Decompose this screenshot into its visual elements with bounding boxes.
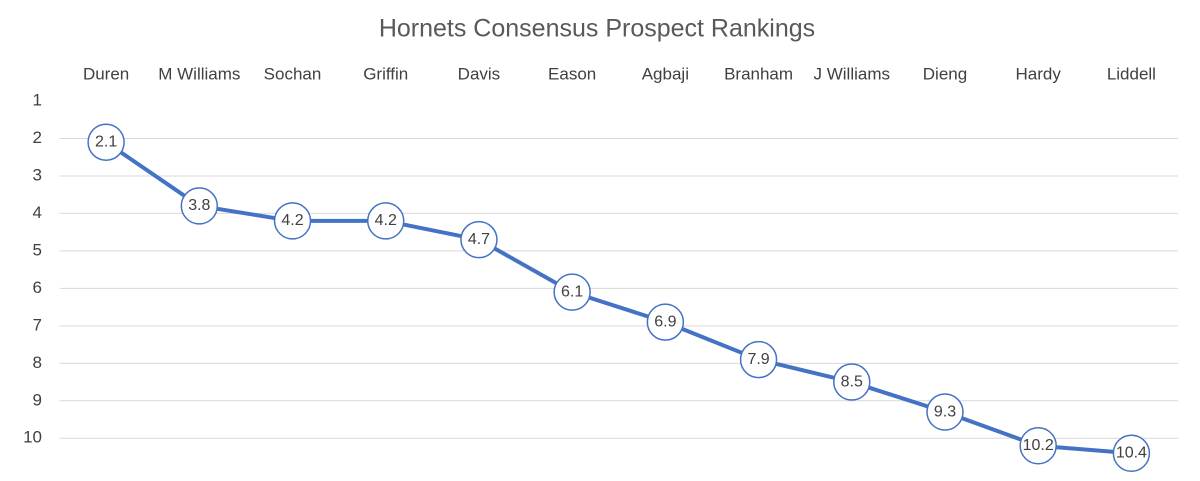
data-label: 6.9 [654,313,676,330]
data-line [104,140,1132,456]
y-tick-label: 8 [33,353,42,372]
x-tick-label: Liddell [1107,64,1156,83]
data-label: 2.1 [95,133,117,150]
x-tick-label: Sochan [264,64,322,83]
data-label: 7.9 [747,351,769,368]
data-label: 3.8 [188,197,210,214]
x-tick-label: Eason [548,64,596,83]
x-tick-label: Davis [458,64,501,83]
y-tick-label: 7 [33,315,42,334]
y-tick-label: 6 [33,278,42,297]
marker [926,393,964,431]
marker [553,273,591,311]
data-label: 10.4 [1116,444,1147,461]
x-tick-label: Branham [724,64,793,83]
marker [87,123,125,161]
y-tick-label: 3 [33,165,42,184]
marker [460,220,498,259]
y-tick-label: 10 [23,428,42,447]
data-label: 4.2 [375,212,397,229]
x-tick-label: M Williams [158,64,240,83]
data-label: 6.1 [561,283,583,300]
data-label: 9.3 [934,403,956,420]
x-tick-label: Agbaji [642,64,689,83]
marker [739,340,778,379]
y-tick-label: 9 [33,390,42,409]
marker [1019,427,1057,465]
chart-title: Hornets Consensus Prospect Rankings [379,15,815,43]
marker [646,303,685,341]
marker [833,363,871,401]
data-label: 4.7 [468,231,490,248]
y-tick-label: 1 [33,90,42,109]
data-label: 10.2 [1023,437,1054,454]
x-tick-label: Griffin [363,64,408,83]
x-tick-label: Duren [83,64,129,83]
y-tick-label: 2 [33,128,42,147]
x-tick-label: Hardy [1016,64,1062,83]
marker [273,202,312,240]
y-tick-label: 4 [33,203,42,222]
marker [180,187,219,225]
x-tick-label: Dieng [923,64,967,83]
data-label: 8.5 [841,373,863,390]
data-label: 4.2 [281,212,303,229]
y-tick-label: 5 [33,240,42,259]
marker [366,202,405,240]
marker [1112,434,1151,473]
x-tick-label: J Williams [814,64,891,83]
